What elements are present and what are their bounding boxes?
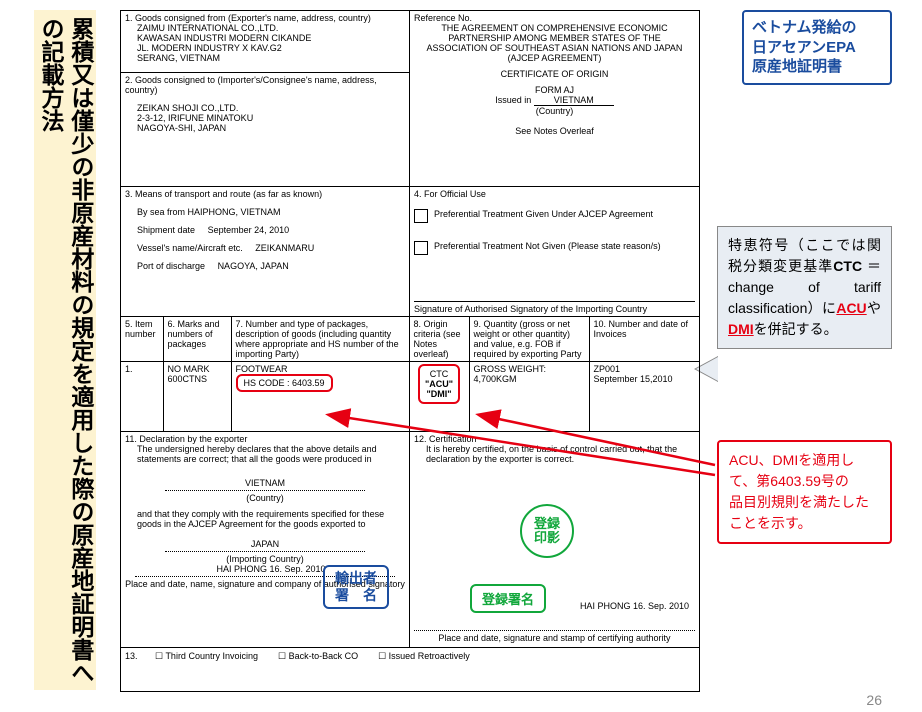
- arrow-overlay: [0, 0, 922, 712]
